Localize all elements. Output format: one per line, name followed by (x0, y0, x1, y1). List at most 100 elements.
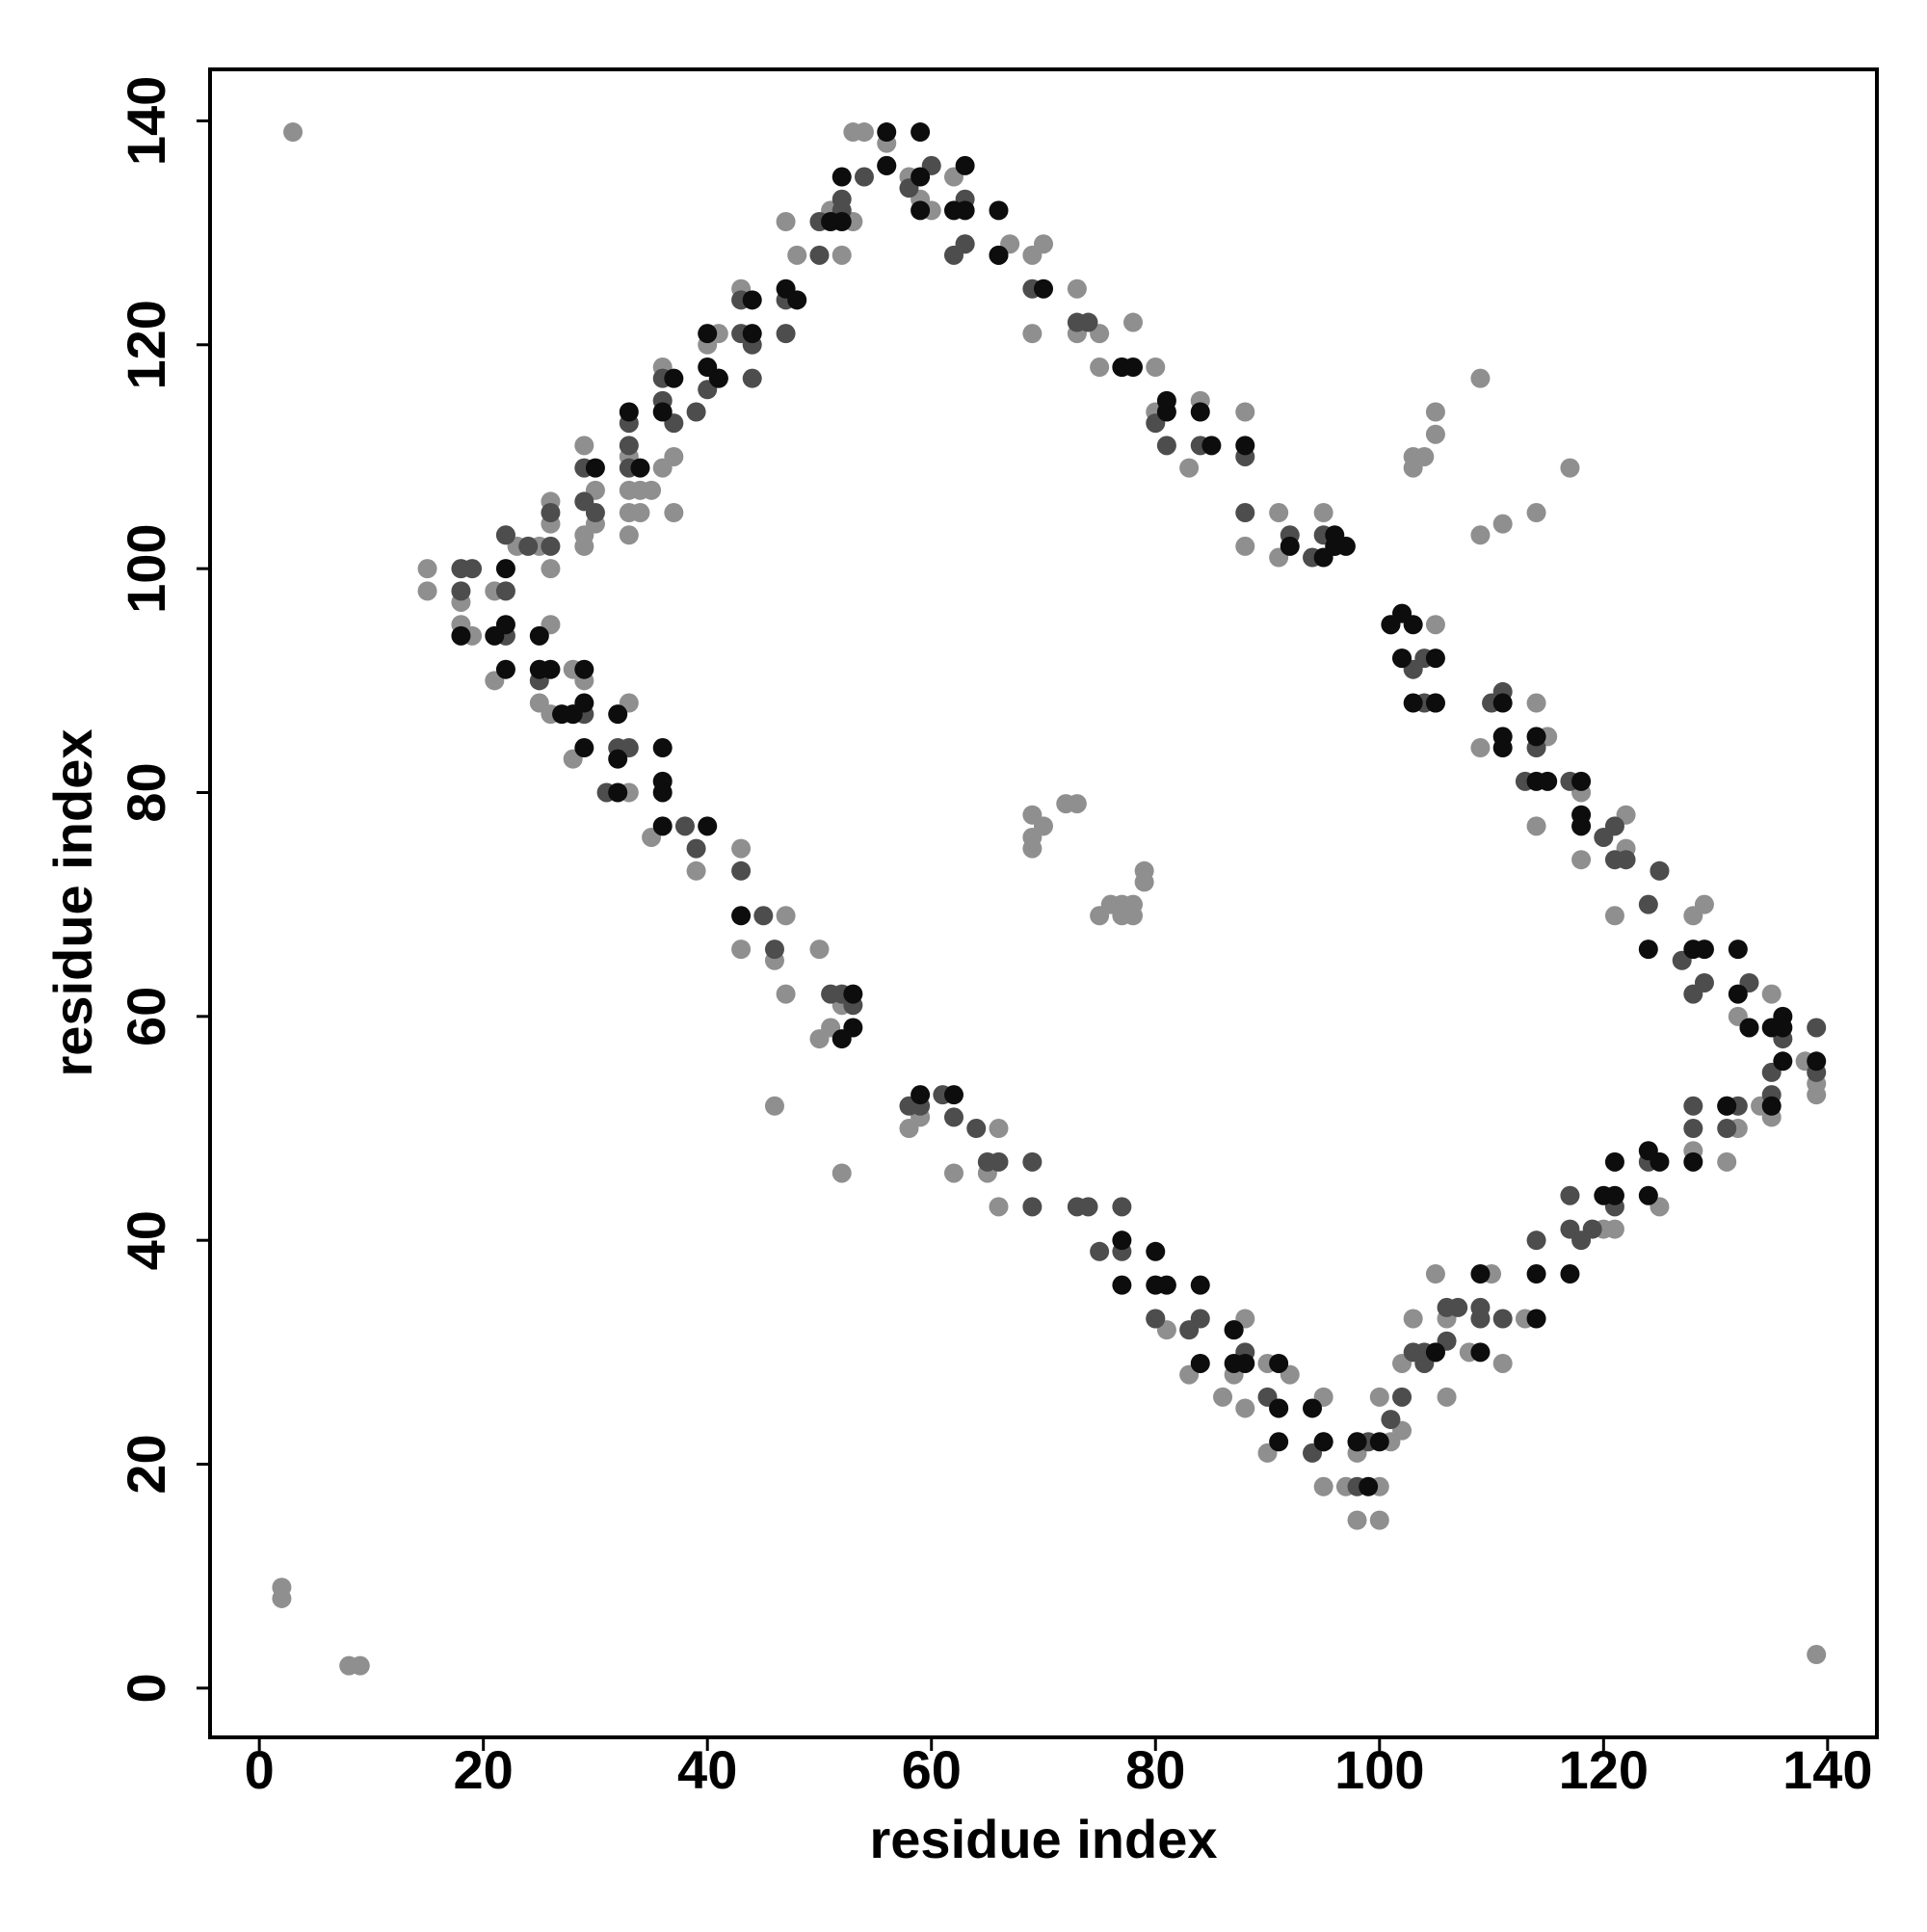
point (1179, 458, 1200, 478)
x-tick-label: 140 (1782, 1739, 1872, 1800)
point (1403, 615, 1423, 635)
point (1269, 503, 1289, 523)
point (563, 704, 583, 725)
point (989, 1151, 1009, 1172)
point (495, 615, 515, 635)
point (1773, 1018, 1793, 1038)
point (1526, 816, 1546, 836)
point (1123, 357, 1144, 378)
point (1560, 1264, 1580, 1284)
point (989, 245, 1009, 265)
point (1773, 1051, 1793, 1072)
point (1683, 1119, 1703, 1139)
point (731, 940, 752, 960)
point (1761, 984, 1782, 1004)
point (619, 402, 639, 422)
point (1425, 615, 1445, 635)
point (1235, 436, 1255, 456)
point (955, 200, 975, 221)
point (1313, 1476, 1333, 1496)
point (608, 704, 628, 725)
point (1090, 1241, 1110, 1261)
point (1090, 357, 1110, 378)
point (854, 122, 874, 143)
point (989, 1119, 1009, 1139)
point (1470, 738, 1491, 758)
point (1694, 894, 1714, 914)
y-tick-label: 140 (116, 76, 176, 166)
point (1078, 1197, 1098, 1217)
point (1022, 838, 1043, 859)
y-tick-label: 120 (116, 300, 176, 389)
point (1347, 1432, 1367, 1452)
point (686, 402, 706, 422)
point (989, 1197, 1009, 1217)
point (1571, 850, 1592, 870)
point (1604, 1185, 1624, 1205)
point (451, 581, 471, 601)
point (674, 816, 695, 836)
point (832, 167, 852, 187)
point (708, 368, 728, 388)
point (1616, 850, 1636, 870)
point (1728, 940, 1748, 960)
point (776, 324, 796, 344)
point (541, 503, 561, 523)
point (1492, 693, 1513, 713)
point (1717, 1119, 1737, 1139)
y-tick-label: 40 (116, 1210, 176, 1270)
point (1269, 1432, 1289, 1452)
point (955, 234, 975, 254)
point (272, 1588, 292, 1608)
point (1717, 1096, 1737, 1116)
point (652, 782, 673, 803)
point (664, 368, 684, 388)
point (1112, 1275, 1132, 1295)
point (1425, 1342, 1445, 1363)
point (574, 536, 594, 556)
point (787, 245, 807, 265)
y-tick-label: 20 (116, 1434, 176, 1494)
point (1425, 424, 1445, 444)
point (1807, 1051, 1827, 1072)
point (1683, 1096, 1703, 1116)
point (1425, 402, 1445, 422)
point (698, 324, 718, 344)
point (608, 749, 628, 769)
point (1369, 1432, 1389, 1452)
point (574, 659, 594, 679)
point (943, 1107, 964, 1127)
point (877, 155, 897, 175)
point (1526, 1309, 1546, 1329)
point (943, 1163, 964, 1183)
point (1156, 436, 1176, 456)
point (1492, 514, 1513, 534)
point (1034, 278, 1053, 299)
point (1034, 234, 1053, 254)
point (1313, 503, 1333, 523)
point (809, 245, 830, 265)
plot-frame (208, 67, 1879, 1739)
point (1448, 1297, 1468, 1317)
point (1604, 906, 1624, 926)
point (1392, 1387, 1412, 1407)
point (1335, 536, 1356, 556)
point (1347, 1510, 1367, 1530)
point (608, 782, 628, 803)
point (1146, 1241, 1166, 1261)
point (1526, 693, 1546, 713)
y-tick-label: 60 (116, 987, 176, 1046)
point (1269, 1398, 1289, 1418)
point (1414, 446, 1435, 466)
point (529, 625, 549, 646)
point (1134, 860, 1154, 881)
point (541, 659, 561, 679)
x-tick-label: 60 (902, 1739, 962, 1800)
point (809, 940, 830, 960)
point (1313, 1432, 1333, 1452)
point (1683, 1151, 1703, 1172)
point (350, 1655, 370, 1676)
point (1359, 1476, 1379, 1496)
